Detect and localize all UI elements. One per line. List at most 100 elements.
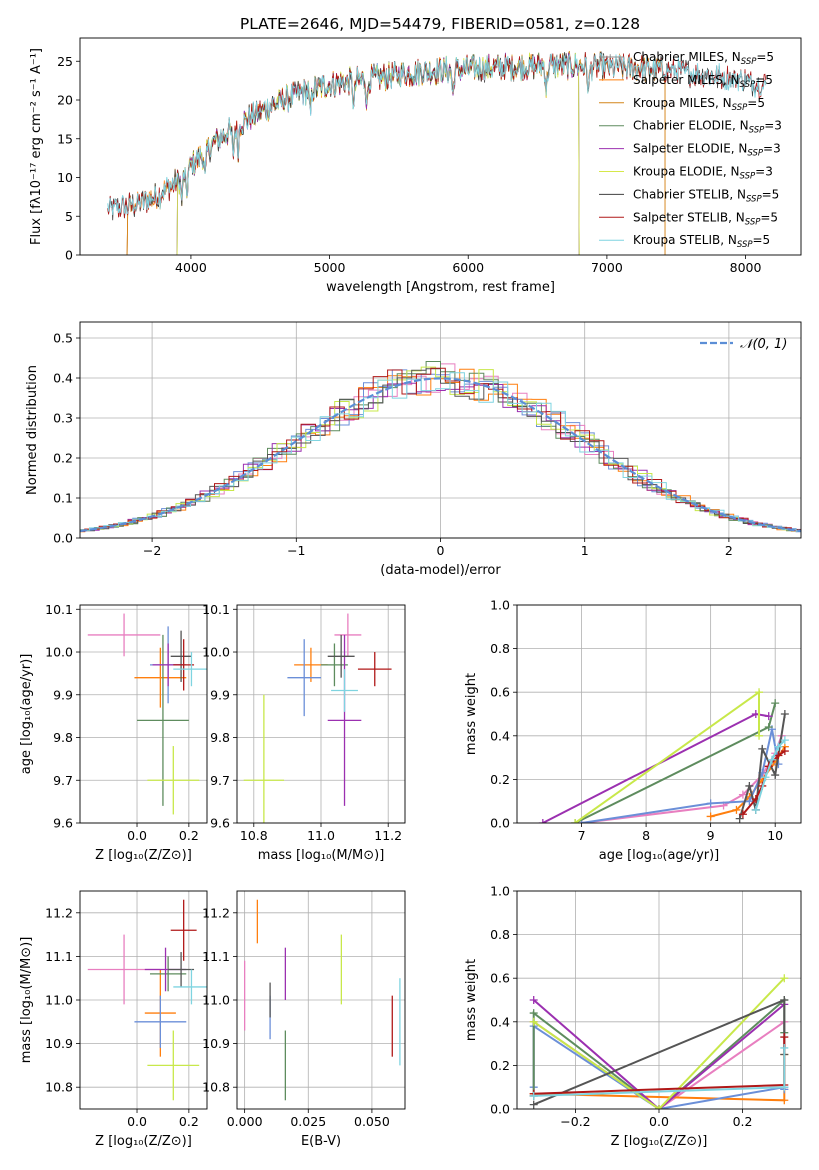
legend-nssp: =5 bbox=[753, 233, 771, 247]
y-axis-label: mass [log₁₀(M/M⊙)] bbox=[19, 937, 34, 1064]
legend-subscript: SSP bbox=[745, 217, 761, 227]
plot-area bbox=[243, 899, 401, 1101]
x-tick-label: 2 bbox=[725, 543, 733, 558]
legend-label: Kroupa ELODIE, NSSP=3 bbox=[633, 165, 773, 182]
x-tick-label: 10 bbox=[767, 828, 783, 843]
legend-nssp: =5 bbox=[755, 73, 773, 87]
histogram-step bbox=[80, 382, 801, 532]
massweight-marker bbox=[771, 699, 780, 708]
y-tick-label: 9.8 bbox=[53, 730, 73, 745]
legend-nssp: =5 bbox=[756, 50, 774, 64]
legend-label: Chabrier STELIB, NSSP=5 bbox=[633, 187, 779, 204]
axes-frame bbox=[79, 37, 802, 256]
y-tick-label: 10.9 bbox=[202, 1036, 230, 1051]
panel-age_vs_Z: 0.0 0.2 9.6 9.7 9.8 9.9 10.0 10.1 Z [log₁₀(Z/Z⊙)… bbox=[19, 602, 208, 863]
plot-area bbox=[87, 613, 207, 815]
y-tick-label: 1.0 bbox=[490, 884, 510, 899]
y-axis-label: mass weight bbox=[464, 673, 479, 755]
x-tick-label: 5000 bbox=[314, 260, 346, 275]
y-tick-label: 9.8 bbox=[210, 730, 230, 745]
x-tick-label: 8 bbox=[642, 828, 650, 843]
histogram-step bbox=[80, 368, 801, 533]
legend-model-name: Kroupa MILES, N bbox=[633, 96, 732, 110]
y-tick-label: 11.0 bbox=[45, 993, 73, 1008]
legend-nssp: =3 bbox=[763, 142, 781, 156]
legend-label: Kroupa MILES, NSSP=5 bbox=[633, 96, 765, 113]
massweight-marker bbox=[529, 1017, 538, 1026]
legend-subscript: SSP bbox=[741, 57, 757, 67]
x-tick-label: 0.0 bbox=[127, 828, 147, 843]
x-tick-label: 0.000 bbox=[227, 1114, 263, 1129]
x-axis-label: mass [log₁₀(M/M⊙)] bbox=[258, 848, 385, 863]
gaussian-curve bbox=[80, 377, 801, 533]
massweight-line bbox=[533, 999, 785, 1109]
legend-subscript: SSP bbox=[749, 126, 765, 136]
y-tick-label: 9.6 bbox=[210, 816, 230, 831]
massweight-marker bbox=[538, 819, 547, 823]
massweight-marker bbox=[780, 736, 789, 745]
plot-area bbox=[243, 613, 392, 823]
x-axis-label: E(B-V) bbox=[301, 1134, 341, 1149]
massweight-line bbox=[738, 713, 786, 819]
plot-area bbox=[80, 361, 801, 533]
plot-area bbox=[529, 974, 789, 1109]
legend-nssp: =3 bbox=[755, 165, 773, 179]
massweight-marker bbox=[758, 744, 767, 753]
spectrum-line bbox=[126, 50, 666, 255]
massweight-line bbox=[574, 702, 777, 823]
y-tick-label: 11.0 bbox=[202, 993, 230, 1008]
y-tick-label: 25 bbox=[57, 54, 73, 69]
y-axis-label: Normed distribution bbox=[25, 365, 40, 495]
massweight-marker bbox=[745, 781, 754, 790]
panel-residuals: −2 −1 0 1 2 0.0 0.1 0.2 0.3 0.4 0.5 (data-model)/er… bbox=[25, 321, 802, 578]
legend-model-name: Kroupa STELIB, N bbox=[633, 233, 737, 247]
y-tick-label: 10.9 bbox=[45, 1036, 73, 1051]
massweight-marker bbox=[571, 819, 580, 823]
histogram-step bbox=[80, 366, 801, 532]
y-tick-label: 9.9 bbox=[210, 687, 230, 702]
y-tick-label: 9.7 bbox=[53, 773, 73, 788]
panel-massweight_vs_Z: −0.2 0.0 0.2 0.0 0.2 0.4 0.6 0.8 1.0 Z [log₁₀(Z/Z… bbox=[464, 884, 802, 1149]
legend-model-name: Chabrier ELODIE, N bbox=[633, 119, 749, 133]
y-axis-label: age [log₁₀(age/yr)] bbox=[19, 654, 34, 775]
y-tick-label: 9.7 bbox=[210, 773, 230, 788]
x-tick-label: 7000 bbox=[591, 260, 623, 275]
y-tick-label: 11.1 bbox=[202, 949, 230, 964]
legend-label: 𝒩(0, 1) bbox=[740, 337, 787, 352]
y-tick-label: 0.4 bbox=[490, 1014, 510, 1029]
massweight-marker bbox=[780, 996, 789, 1004]
y-tick-label: 11.2 bbox=[45, 905, 73, 920]
massweight-marker bbox=[780, 1083, 789, 1092]
y-tick-label: 10.8 bbox=[202, 1080, 230, 1095]
legend-nssp: =3 bbox=[764, 119, 782, 133]
legend-model-name: Salpeter MILES, N bbox=[633, 73, 740, 87]
legend-label: Salpeter ELODIE, NSSP=3 bbox=[633, 142, 781, 159]
panel-mass_vs_Z: 0.0 0.2 10.8 10.9 11.0 11.1 11.2 Z [log₁₀(Z/Z⊙)… bbox=[19, 890, 208, 1149]
x-tick-label: 9 bbox=[707, 828, 715, 843]
histogram-step bbox=[80, 367, 801, 532]
x-tick-label: 0.2 bbox=[179, 828, 199, 843]
y-tick-label: 0.4 bbox=[53, 371, 73, 386]
massweight-marker bbox=[761, 773, 770, 782]
y-tick-label: 0.0 bbox=[490, 1102, 510, 1117]
x-tick-label: 11.0 bbox=[307, 828, 335, 843]
x-tick-label: 0.025 bbox=[290, 1114, 326, 1129]
x-tick-label: 10.8 bbox=[240, 828, 268, 843]
axes-frame bbox=[236, 890, 406, 1110]
legend-nssp: =5 bbox=[762, 187, 780, 201]
massweight-marker bbox=[767, 755, 776, 764]
y-tick-label: 10 bbox=[57, 170, 73, 185]
y-axis-label: Flux [fλ10⁻¹⁷ erg cm⁻² s⁻¹ A⁻¹] bbox=[29, 48, 44, 245]
y-tick-label: 0.4 bbox=[490, 728, 510, 743]
axes-frame bbox=[516, 890, 802, 1110]
y-tick-label: 9.9 bbox=[53, 687, 73, 702]
massweight-marker bbox=[529, 996, 538, 1004]
legend-subscript: SSP bbox=[747, 149, 763, 159]
massweight-marker bbox=[751, 805, 760, 814]
massweight-line bbox=[574, 690, 760, 823]
panel-mass_vs_EBV: 0.000 0.025 0.050 10.8 10.9 11.0 11.1 11.2 E(B-V… bbox=[202, 890, 406, 1149]
y-tick-label: 0.2 bbox=[490, 772, 510, 787]
massweight-marker bbox=[655, 1105, 663, 1109]
massweight-marker bbox=[780, 1043, 789, 1052]
y-tick-label: 0.6 bbox=[490, 685, 510, 700]
